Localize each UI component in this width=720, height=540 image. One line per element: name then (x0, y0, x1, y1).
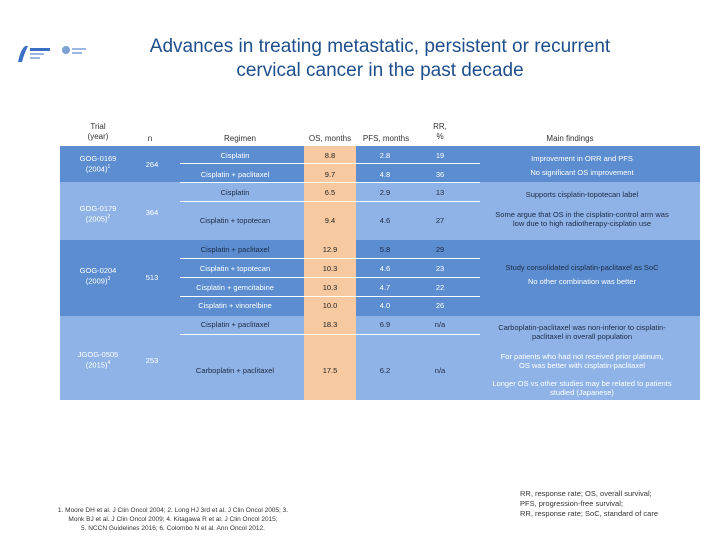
pfs-cell: 4.6 (379, 216, 391, 225)
n-value: 253 (145, 356, 159, 365)
os-cell: 9.7 (324, 170, 336, 179)
trial-gog-0179: GOG-0179 (2005)2 (79, 204, 117, 224)
pfs-cell: 4.6 (379, 264, 391, 273)
finding-4: Some argue that OS in the cisplatin-cont… (495, 210, 669, 228)
regimen-cell: Cisplatin + paclitaxel (200, 245, 270, 254)
os-cell: 10.3 (322, 283, 338, 292)
regimen-cell: Cisplatin (220, 188, 250, 197)
row-divider (180, 258, 480, 259)
os-cell: 18.3 (322, 320, 338, 329)
finding-2: No significant OS improvement (530, 168, 634, 177)
regimen-cell: Cisplatin + gemcitabine (196, 283, 274, 292)
row-divider (180, 201, 480, 202)
rr-cell: n/a (434, 320, 446, 329)
n-value: 264 (145, 160, 159, 169)
finding-7: Carboplatin-paclitaxel was non-inferior … (498, 323, 666, 341)
rr-cell: 23 (435, 264, 445, 273)
pfs-cell: 4.7 (379, 283, 391, 292)
band-gog-0179 (60, 182, 700, 240)
rr-cell: 19 (435, 151, 445, 160)
pfs-cell: 5.8 (379, 245, 391, 254)
pfs-cell: 4.0 (379, 301, 391, 310)
os-cell: 12.9 (322, 245, 338, 254)
col-header-trial: Trial (year) (87, 122, 109, 141)
rr-cell: 26 (435, 301, 445, 310)
sponsor-logos (18, 45, 86, 62)
os-cell: 10.3 (322, 264, 338, 273)
rr-cell: 29 (435, 245, 445, 254)
finding-6: No other combination was better (528, 277, 636, 286)
row-divider (180, 334, 480, 335)
finding-5: Study consolidated cisplatin-paclitaxel … (505, 263, 659, 272)
col-header-regimen: Regimen (223, 134, 256, 143)
abbreviations: RR, response rate; OS, overall survival;… (520, 489, 658, 518)
row-divider (180, 296, 480, 297)
regimen-cell: Cisplatin + paclitaxel (200, 320, 270, 329)
slide-title-line2: cervical cancer in the past decade (236, 60, 524, 81)
pfs-cell: 4.8 (379, 170, 391, 179)
slide-title-line1: Advances in treating metastatic, persist… (149, 36, 611, 57)
pfs-cell: 6.9 (379, 320, 391, 329)
col-header-n: n (147, 134, 153, 143)
pfs-cell: 2.8 (379, 151, 391, 160)
rr-cell: 27 (435, 216, 445, 225)
regimen-cell: Cisplatin (220, 151, 250, 160)
trial-gog-0169: GOG-0169 (2004)1 (79, 154, 117, 174)
band-jgog-0505 (60, 316, 700, 400)
col-header-os: OS, months (308, 134, 352, 143)
finding-1: Improvement in ORR and PFS (531, 154, 633, 163)
col-header-findings: Main findings (546, 134, 594, 143)
rr-cell: 36 (435, 170, 445, 179)
regimen-cell: Carboplatin + paclitaxel (195, 366, 275, 375)
pfs-cell: 2.9 (379, 188, 391, 197)
os-cell: 6.5 (324, 188, 336, 197)
row-divider (180, 182, 480, 183)
finding-3: Supports cisplatin-topotecan label (525, 190, 639, 199)
pfs-cell: 6.2 (379, 366, 391, 375)
references: 1. Moore DH et al. J Clin Oncol 2004; 2.… (57, 507, 289, 532)
os-cell: 10.0 (322, 301, 338, 310)
os-cell: 17.5 (322, 366, 338, 375)
regimen-cell: Cisplatin + paclitaxel (200, 170, 270, 179)
trial-gog-0204: GOG-0204 (2009)3 (79, 266, 117, 286)
col-header-pfs: PFS, months (362, 134, 410, 143)
regimen-cell: Cisplatin + topotecan (199, 216, 271, 225)
band-gog-0204 (60, 240, 700, 316)
regimen-cell: Cisplatin + topotecan (199, 264, 271, 273)
regimen-cell: Cisplatin + vinorelbine (198, 301, 272, 310)
os-cell: 9.4 (324, 216, 336, 225)
os-cell: 8.8 (324, 151, 336, 160)
rr-cell: n/a (434, 366, 446, 375)
col-header-rr: RR, % (433, 122, 447, 141)
trial-jgog-0505: JGOG-0505 (2015)4 (77, 350, 119, 370)
rr-cell: 22 (435, 283, 445, 292)
row-divider (180, 163, 480, 164)
n-value: 513 (145, 273, 159, 282)
rr-cell: 13 (435, 188, 445, 197)
finding-9: Longer OS vs other studies may be relate… (492, 379, 672, 397)
n-value: 364 (145, 208, 159, 217)
os-column-highlight (304, 146, 356, 400)
row-divider (180, 277, 480, 278)
finding-8: For patients who had not received prior … (500, 352, 664, 370)
